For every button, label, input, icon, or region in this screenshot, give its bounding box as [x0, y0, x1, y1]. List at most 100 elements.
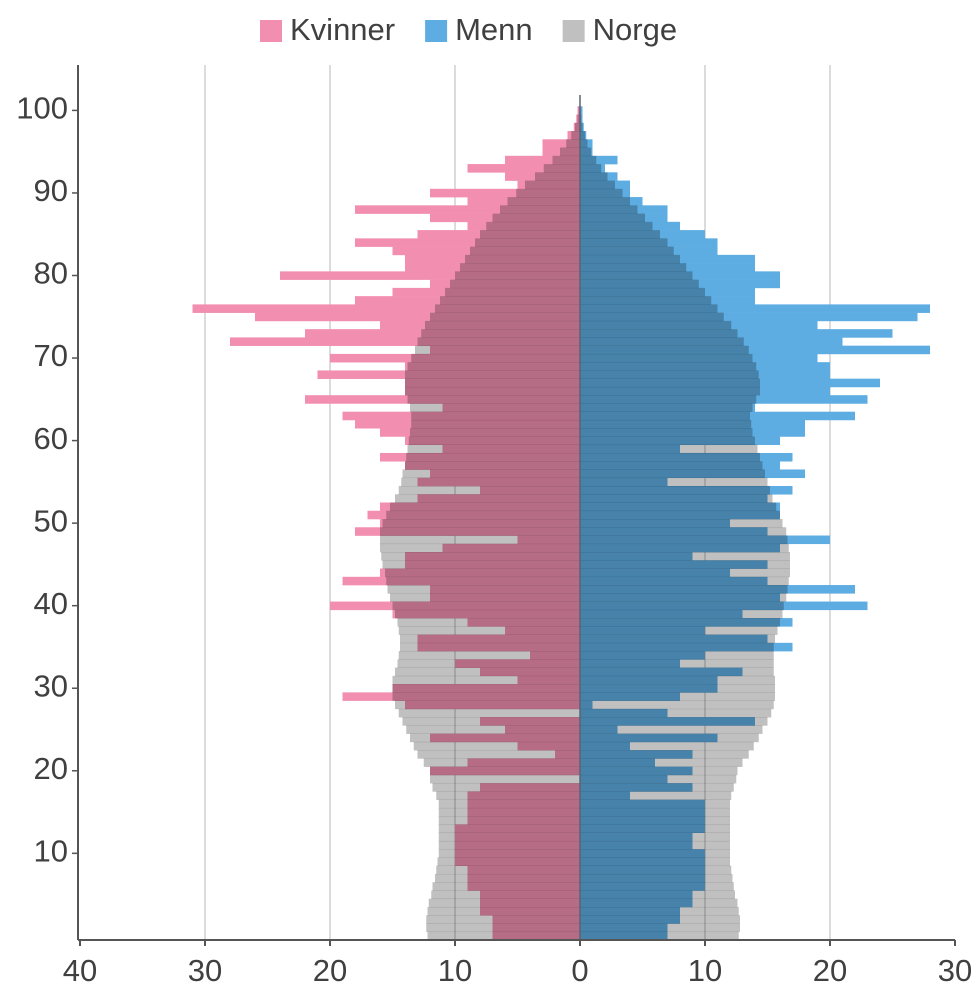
bar: [580, 882, 734, 891]
bar: [552, 155, 580, 165]
bar: [580, 873, 733, 883]
bar: [400, 634, 580, 644]
bar: [431, 890, 580, 900]
bar: [580, 337, 744, 346]
bar: [390, 593, 580, 602]
bar: [580, 139, 588, 148]
bar: [580, 807, 730, 817]
bar: [505, 155, 580, 165]
bar: [580, 552, 790, 561]
bar: [580, 609, 783, 619]
bar: [500, 205, 580, 214]
bar: [580, 205, 638, 214]
legend-label: Menn: [455, 12, 533, 47]
bar: [413, 741, 580, 751]
bar: [470, 246, 580, 256]
bar: [580, 692, 775, 701]
bar: [438, 832, 580, 842]
bar: [580, 378, 760, 388]
bar: [398, 708, 580, 718]
bar: [435, 304, 580, 313]
bar: [580, 345, 930, 355]
bar: [380, 543, 580, 553]
bar: [395, 667, 580, 677]
bar: [580, 725, 763, 734]
bar: [575, 122, 580, 132]
bar: [427, 931, 580, 941]
bar: [386, 576, 580, 586]
bar: [400, 642, 580, 652]
bar: [580, 700, 774, 710]
bar: [437, 857, 580, 867]
legend-swatch: [425, 20, 448, 42]
bar: [385, 568, 580, 578]
bar: [580, 543, 789, 553]
bar: [580, 494, 773, 503]
bar: [580, 230, 660, 239]
bar: [580, 485, 770, 495]
bar: [460, 263, 580, 272]
y-tick-label: 90: [34, 173, 68, 208]
bar: [580, 452, 760, 462]
bar: [580, 263, 687, 272]
bar: [580, 659, 774, 668]
bar: [580, 840, 730, 850]
bar: [580, 915, 740, 924]
bar: [580, 576, 789, 586]
bar: [535, 172, 580, 181]
bar: [580, 287, 705, 297]
bar: [405, 386, 580, 396]
bar: [455, 271, 580, 280]
bar: [392, 675, 580, 685]
bar: [580, 461, 763, 470]
y-tick-label: 100: [16, 91, 68, 126]
bar: [580, 832, 730, 842]
bar: [405, 461, 580, 470]
bar: [423, 758, 580, 767]
bar: [445, 287, 580, 297]
x-tick-label: 40: [63, 953, 97, 986]
legend-swatch: [260, 20, 282, 42]
bar: [580, 906, 739, 916]
bar: [580, 155, 597, 165]
bar: [580, 329, 738, 338]
bar: [407, 444, 580, 454]
bar: [580, 593, 787, 602]
bar: [580, 560, 790, 569]
bar: [428, 898, 580, 908]
bar: [580, 403, 753, 412]
bar: [411, 419, 580, 429]
bar: [580, 791, 732, 800]
bar: [380, 535, 580, 545]
bar: [580, 131, 585, 140]
bar: [580, 585, 788, 594]
y-tick-label: 50: [34, 503, 68, 538]
bar: [580, 246, 674, 256]
bar: [566, 139, 580, 148]
bar: [580, 271, 693, 280]
bar: [436, 791, 580, 800]
bar: [192, 304, 580, 313]
x-tick-label: 20: [313, 953, 347, 986]
bar: [580, 155, 618, 165]
bar: [430, 188, 580, 198]
bar: [410, 428, 580, 437]
bar: [411, 353, 580, 363]
bar: [406, 452, 580, 462]
bar: [417, 750, 580, 759]
bar: [580, 601, 784, 611]
bar: [580, 816, 730, 825]
bar: [438, 807, 580, 817]
bar: [580, 444, 758, 454]
bar: [467, 164, 580, 173]
bar: [580, 213, 645, 223]
bar: [580, 147, 592, 157]
bar: [580, 733, 759, 743]
bar: [580, 353, 753, 363]
bar: [410, 733, 580, 743]
x-tick-label: 10: [438, 953, 472, 986]
bar: [543, 164, 580, 173]
bar: [560, 147, 580, 157]
bar: [440, 296, 580, 305]
bar: [436, 865, 580, 875]
